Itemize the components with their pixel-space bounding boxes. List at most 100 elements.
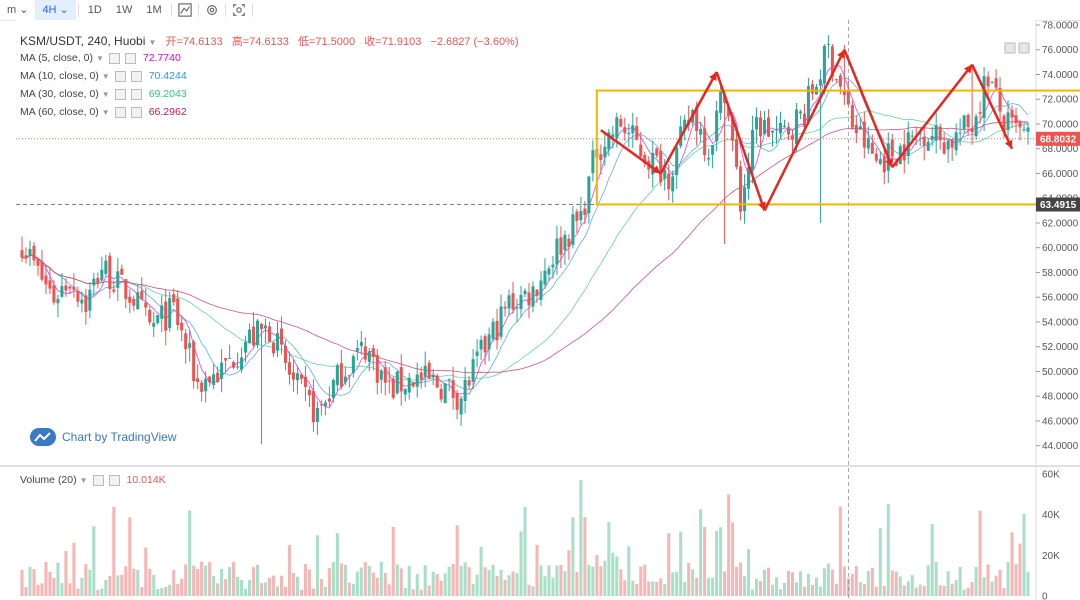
settings-icon[interactable] xyxy=(108,52,120,64)
candle-body xyxy=(631,125,635,134)
volume-bar xyxy=(627,546,631,596)
screenshot-icon[interactable] xyxy=(228,0,250,20)
candle-body xyxy=(643,154,647,164)
chevron-down-icon[interactable]: ▼ xyxy=(101,71,110,81)
volume-bar xyxy=(68,583,72,596)
interval-1w[interactable]: 1W xyxy=(115,4,133,16)
candle-body xyxy=(826,43,830,45)
candle-body xyxy=(563,234,567,251)
volume-bar xyxy=(132,568,136,596)
chevron-down-icon[interactable]: ▼ xyxy=(148,38,157,47)
close-icon[interactable] xyxy=(124,52,136,64)
close-icon[interactable] xyxy=(130,106,142,118)
volume-bar xyxy=(423,565,427,596)
pattern-line xyxy=(600,129,662,175)
indicator-label[interactable]: MA (5, close, 0) xyxy=(20,52,93,64)
volume-bar xyxy=(850,574,854,596)
volume-bar xyxy=(443,573,447,596)
volume-bar xyxy=(236,576,240,596)
candle-body xyxy=(359,341,363,347)
volume-bar xyxy=(731,522,735,596)
candle-body xyxy=(275,333,280,351)
volume-bar xyxy=(435,574,439,596)
interval-1m[interactable]: 1M xyxy=(146,4,162,16)
settings-icon[interactable] xyxy=(114,88,126,100)
candle-body xyxy=(695,106,699,132)
indicator-label[interactable]: MA (60, close, 0) xyxy=(20,106,99,118)
volume-bar xyxy=(723,571,727,596)
settings-icon[interactable] xyxy=(201,0,223,20)
volume-bar xyxy=(970,581,974,596)
candle-body xyxy=(287,362,291,375)
volume-bar xyxy=(343,564,347,596)
interval-m[interactable]: m ⌄ xyxy=(7,4,29,16)
volume-bar xyxy=(267,577,272,596)
chart-style-icon[interactable] xyxy=(174,0,196,20)
candle-body xyxy=(132,298,136,306)
candle-body xyxy=(663,169,667,179)
tradingview-watermark[interactable]: Chart by TradingView xyxy=(30,428,177,446)
indicator-row: MA (5, close, 0) ▼ 72.7740 xyxy=(20,52,181,64)
indicator-label[interactable]: MA (30, close, 0) xyxy=(20,88,99,100)
candle-body xyxy=(323,402,327,407)
volume-bar xyxy=(862,584,866,596)
close-icon[interactable] xyxy=(130,70,142,82)
volume-bar xyxy=(112,506,116,596)
candle-body xyxy=(531,286,535,307)
close-icon[interactable] xyxy=(130,88,142,100)
pattern-line xyxy=(891,63,974,169)
candle-body xyxy=(1018,122,1022,128)
candle-body xyxy=(922,137,926,146)
candle-body xyxy=(327,398,331,402)
volume-bar xyxy=(455,525,459,596)
close-icon[interactable] xyxy=(108,474,120,486)
settings-icon[interactable] xyxy=(114,70,126,82)
candle-body xyxy=(295,373,299,381)
indicator-label[interactable]: MA (10, close, 0) xyxy=(20,70,99,82)
volume-bar xyxy=(990,581,994,596)
chevron-down-icon[interactable]: ▼ xyxy=(101,107,110,117)
candle-body xyxy=(411,382,415,387)
volume-bar xyxy=(295,576,299,596)
candle-body xyxy=(80,299,84,304)
volume-bar xyxy=(679,531,683,596)
settings-icon[interactable] xyxy=(92,474,104,486)
interval-4h[interactable]: 4H ⌄ xyxy=(35,0,76,20)
symbol-name[interactable]: KSM/USDT, 240, Huobi xyxy=(20,34,146,48)
candle-body xyxy=(727,106,731,116)
settings-icon[interactable] xyxy=(114,106,126,118)
candle-body xyxy=(711,145,715,155)
chevron-down-icon[interactable]: ▼ xyxy=(79,475,88,485)
volume-bar xyxy=(882,585,886,596)
volume-bar xyxy=(339,563,343,596)
interval-1d[interactable]: 1D xyxy=(87,4,102,16)
candle-body xyxy=(228,357,232,359)
price-tick-label: 50.0000 xyxy=(1042,367,1079,378)
volume-bar xyxy=(475,574,479,596)
candle-body xyxy=(196,378,200,382)
volume-bar xyxy=(790,572,794,596)
candle-body xyxy=(583,208,587,215)
candle-body xyxy=(351,356,355,374)
chevron-down-icon[interactable]: ▼ xyxy=(95,53,104,63)
candle-body xyxy=(970,128,974,133)
volume-bar xyxy=(347,582,351,596)
candle-body xyxy=(347,375,351,377)
volume-bar xyxy=(415,574,419,596)
volume-bar xyxy=(471,584,475,596)
candle-body xyxy=(367,351,371,363)
candle-body xyxy=(954,132,958,151)
candle-body xyxy=(160,305,164,319)
volume-bar xyxy=(647,581,651,596)
candle-body xyxy=(926,141,930,151)
candle-body xyxy=(735,138,739,167)
volume-bar xyxy=(826,563,830,596)
volume-label[interactable]: Volume (20) xyxy=(20,474,77,486)
volume-bar xyxy=(1010,532,1014,596)
chevron-down-icon[interactable]: ▼ xyxy=(101,89,110,99)
volume-bar xyxy=(56,562,60,596)
price-tick-label: 72.0000 xyxy=(1042,95,1079,106)
volume-bar xyxy=(743,576,747,596)
volume-bar xyxy=(739,562,743,596)
candle-body xyxy=(96,277,100,284)
